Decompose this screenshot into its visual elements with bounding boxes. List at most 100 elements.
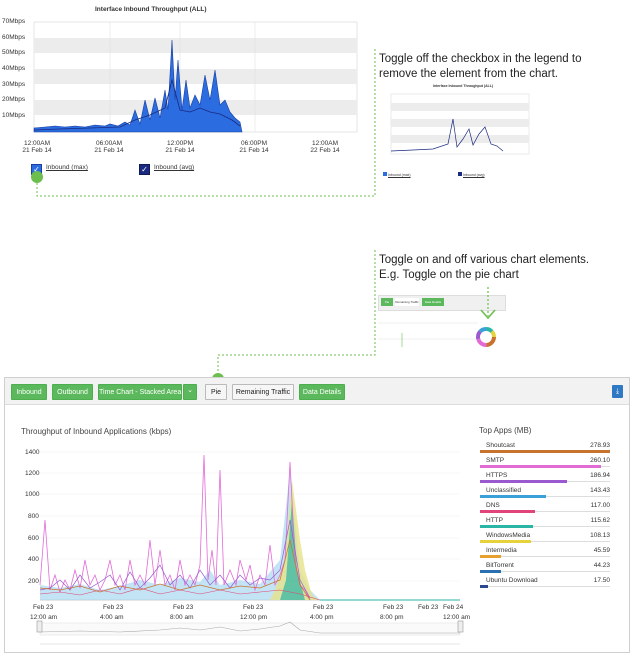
mini-pie-chart [476,327,496,347]
x-tick-time: 12:00AM [311,140,339,147]
outbound-button[interactable]: Outbound [52,384,93,400]
callout-1-line: remove the element from the chart. [379,68,558,80]
x-tick: Feb 23 [313,604,334,611]
time-chart-select[interactable]: Time Chart - Stacked Area [98,384,182,400]
list-item[interactable]: Intermedia 45.59 [480,547,610,562]
mini-chart-plot [390,93,530,155]
app-value: 143.43 [590,487,610,494]
y-tick: 50Mbps [2,49,26,56]
mini-legend-label: Inbound (max) [387,173,411,177]
callout-1-line: Toggle off the checkbox in the legend to [379,53,582,65]
top-chart-max-area [33,39,243,133]
x-tick-date: 21 Feb 14 [239,147,269,154]
x-tick-time: 06:00AM [95,140,123,147]
list-item[interactable]: Shoutcast 278.93 [480,442,610,457]
app-bar [480,555,501,558]
app-name: WindowsMedia [486,532,531,539]
app-name: Ubuntu Download [486,577,538,584]
main-panel [4,377,630,653]
app-value: 17.50 [593,577,610,584]
legend-label: Inbound (avg) [154,164,195,171]
list-item[interactable]: HTTPS 186.94 [480,472,610,487]
mini-pie-button: Pie [381,298,393,306]
y-tick: 200 [28,578,39,585]
y-tick: 70Mbps [2,18,26,25]
app-bar [480,480,567,483]
mini-checkbox-icon [458,172,462,176]
remaining-traffic-button[interactable]: Remaining Traffic [232,384,294,400]
list-item[interactable]: Unclassified 143.43 [480,487,610,502]
legend-label: Inbound (max) [46,164,88,171]
nav-tick: 12:00 pm [240,614,268,621]
y-tick: 30Mbps [2,81,26,88]
mini-checkbox-icon [383,172,387,176]
y-tick: 40Mbps [2,65,26,72]
data-details-button[interactable]: Data Details [299,384,345,400]
y-tick: 600 [28,535,39,542]
inbound-button[interactable]: Inbound [11,384,47,400]
list-item[interactable]: Ubuntu Download 17.50 [480,577,610,592]
list-item[interactable]: HTTP 115.62 [480,517,610,532]
x-tick-date: 21 Feb 14 [94,147,124,154]
pie-toggle-button[interactable]: Pie [205,384,227,400]
app-bar [480,570,501,573]
y-tick: 400 [28,556,39,563]
app-bar [480,495,546,498]
nav-tick: 8:00 pm [380,614,404,621]
checkbox-checked-icon[interactable]: ✓ [139,164,150,175]
x-tick-date: 21 Feb 14 [22,147,52,154]
app-bar [480,540,531,543]
top-chart-title: Interface Inbound Throughput (ALL) [95,6,207,13]
callout-2-text: Toggle on and off various chart elements… [379,253,629,283]
app-bar [480,510,535,513]
app-name: Unclassified [486,487,522,494]
x-tick: Feb 24 [443,604,464,611]
x-tick-time: 12:00AM [23,140,51,147]
y-tick: 20Mbps [2,96,26,103]
chevron-down-icon[interactable]: ⌄ [183,384,197,400]
app-bar-track [480,511,610,512]
list-item[interactable]: WindowsMedia 108.13 [480,532,610,547]
y-tick: 1400 [25,449,40,456]
callout-2-line: Toggle on and off various chart elements… [379,254,590,266]
list-item[interactable]: BitTorrent 44.23 [480,562,610,577]
top-apps-title: Top Apps (MB) [479,426,532,435]
mini-legend-label: Inbound (avg) [462,173,485,177]
nav-tick: 4:00 am [100,614,124,621]
app-name: HTTP [486,517,503,524]
app-value: 45.59 [593,547,610,554]
app-name: Intermedia [486,547,517,554]
callout-1-text: Toggle off the checkbox in the legend to… [379,52,629,82]
app-value: 108.13 [590,532,610,539]
app-bar [480,525,533,528]
x-tick-date: 22 Feb 14 [310,147,340,154]
app-bar [480,465,601,468]
app-bar-track [480,541,610,542]
app-name: HTTPS [486,472,508,479]
nav-tick: 8:00 am [170,614,194,621]
main-chart-title: Throughput of Inbound Applications (kbps… [21,427,172,436]
app-value: 117.00 [590,502,610,509]
list-item[interactable]: DNS 117.00 [480,502,610,517]
y-tick: 800 [28,513,39,520]
app-bar [480,585,488,588]
app-value: 278.93 [590,442,610,449]
x-tick: Feb 23 [418,604,439,611]
x-tick: Feb 23 [243,604,264,611]
pdf-icon[interactable]: ⤓ [612,385,623,398]
app-value: 115.62 [590,517,610,524]
app-bar-track [480,526,610,527]
app-bar-track [480,556,610,557]
list-item[interactable]: SMTP 260.10 [480,457,610,472]
mini-toolbar-preview: Pie Remaining Traffic Data Details [378,295,506,355]
x-tick-time: 06:00PM [240,140,268,147]
mini-data-details-button: Data Details [422,298,444,306]
app-value: 44.23 [593,562,610,569]
y-tick: 1000 [25,491,40,498]
app-bar [480,450,610,453]
app-bar-track [480,586,610,587]
x-tick: Feb 23 [103,604,124,611]
app-value: 186.94 [590,472,610,479]
callout-2-line: E.g. Toggle on the pie chart [379,269,519,281]
